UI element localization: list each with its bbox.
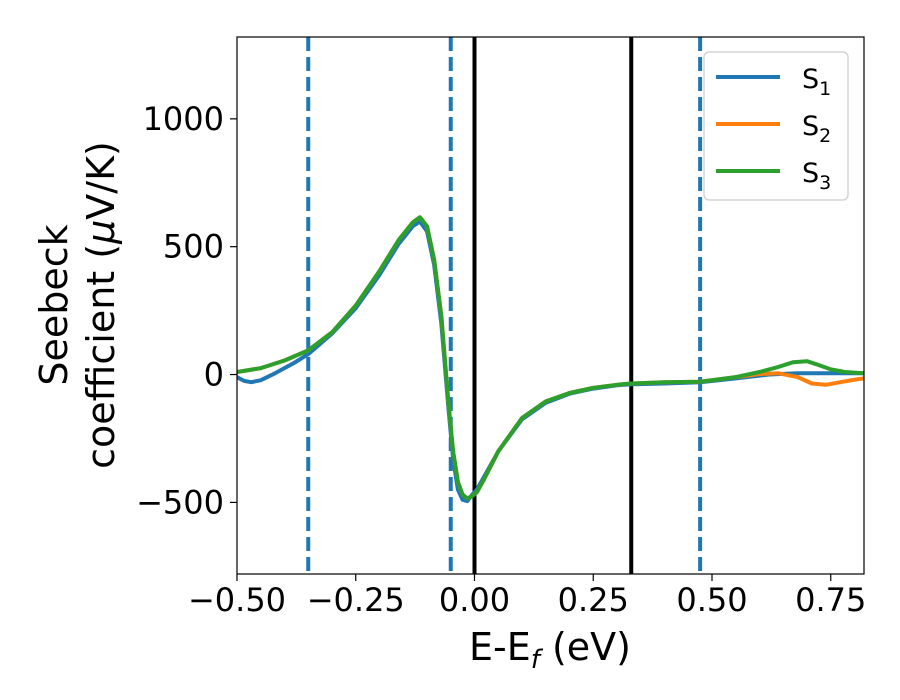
x-axis-title-main: E-E (469, 625, 531, 669)
series-lines (237, 215, 864, 504)
y-axis-title: Seebeck coefficient (μV/K) (32, 141, 123, 469)
y-tick-label: 500 (163, 228, 224, 266)
legend-label-s3: S3 (802, 158, 831, 194)
x-tick-label: 0.50 (676, 581, 747, 619)
plot-frame (236, 36, 865, 575)
y-axis-title-suffix: V/K) (79, 141, 123, 220)
y-tick-label: 0 (204, 356, 224, 394)
legend-label-s1-sub: 1 (819, 78, 831, 100)
y-axis-title-line1: Seebeck (32, 224, 76, 385)
vertical-lines (306, 37, 703, 574)
x-axis-ticks: −0.50 −0.25 0.00 0.25 0.50 0.75 (188, 574, 866, 619)
x-tick-label: 0.75 (795, 581, 866, 619)
x-tick-label: 0.00 (439, 581, 510, 619)
x-tick-label: −0.25 (307, 581, 405, 619)
legend-label-s3-sub: 3 (819, 172, 831, 194)
series-line-s2 (237, 215, 864, 501)
legend-label-s1: S1 (802, 64, 831, 100)
x-tick-label: 0.25 (558, 581, 629, 619)
legend-label-s2: S2 (802, 111, 831, 147)
legend-label-s1-main: S (802, 64, 819, 95)
y-axis-ticks: −500 0 500 1000 (136, 100, 237, 521)
y-tick-label: −500 (136, 483, 224, 521)
y-axis-title-prefix: coefficient ( (79, 244, 123, 469)
x-axis-title-unit: (eV) (540, 625, 631, 669)
legend: S1 S2 S3 (703, 51, 849, 201)
x-tick-label: −0.50 (188, 581, 286, 619)
y-axis-title-line2: coefficient (μV/K) (79, 141, 123, 469)
y-axis-title-mu: μ (79, 220, 123, 245)
legend-label-s2-sub: 2 (819, 125, 831, 147)
series-line-s3 (237, 215, 864, 501)
legend-label-s3-main: S (802, 158, 819, 189)
y-tick-label: 1000 (143, 100, 224, 138)
series-line-s1 (237, 219, 864, 504)
legend-label-s2-main: S (802, 111, 819, 142)
x-axis-title: E-Ef (eV) (469, 625, 631, 675)
